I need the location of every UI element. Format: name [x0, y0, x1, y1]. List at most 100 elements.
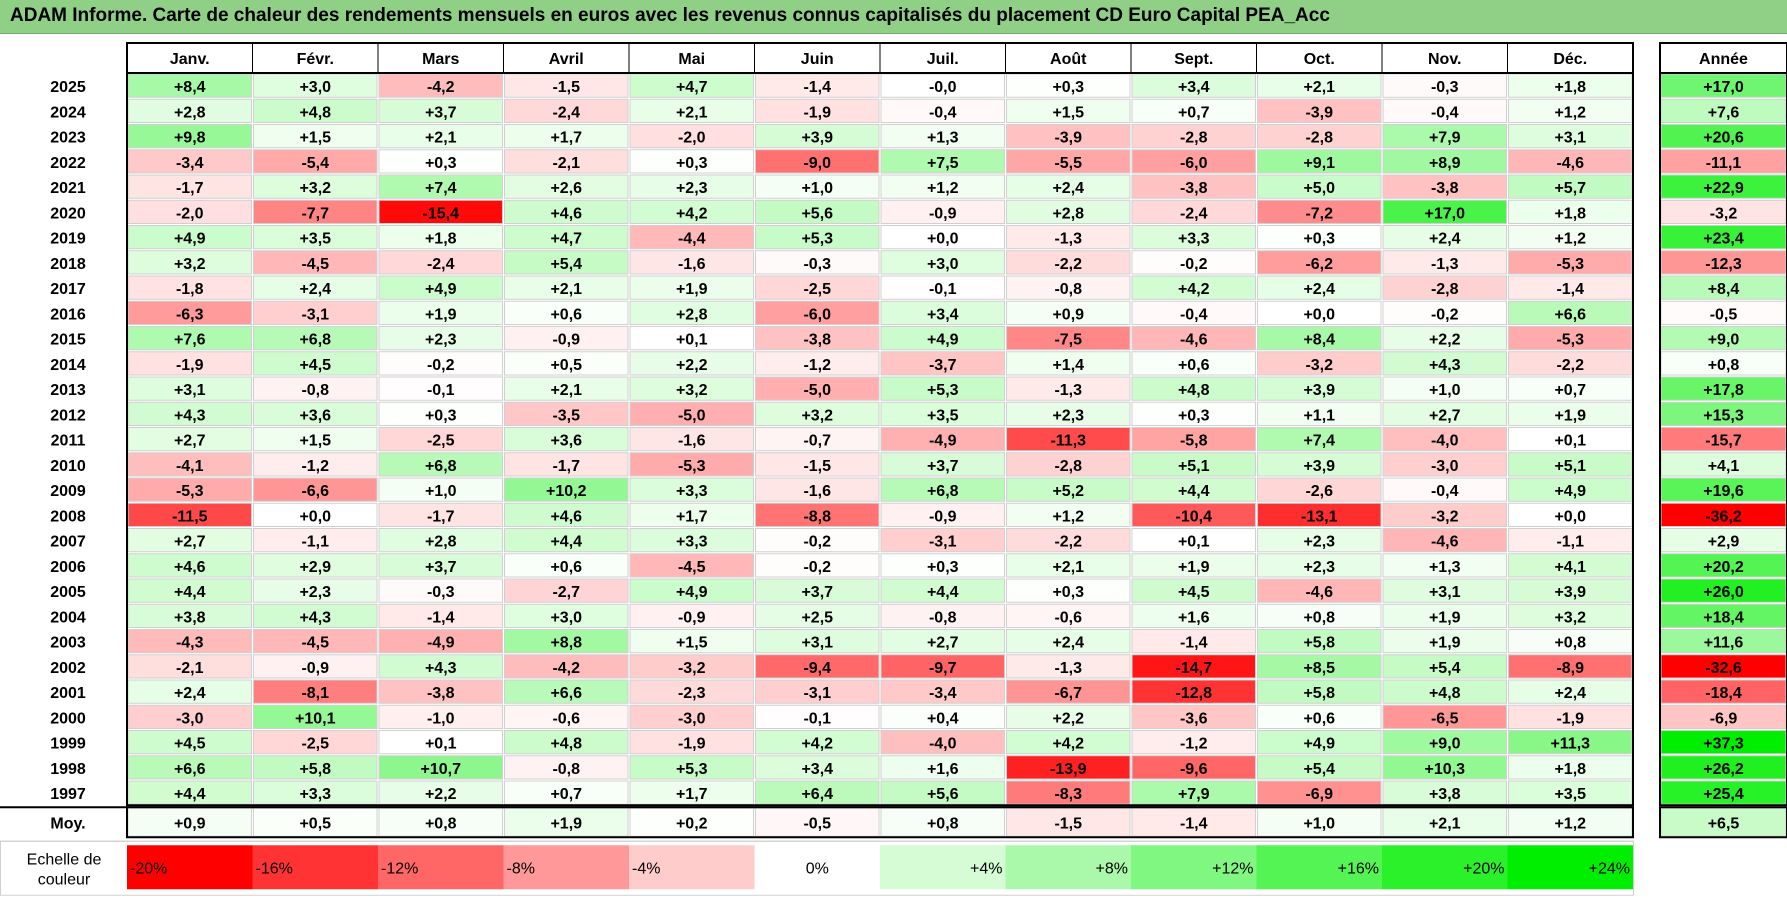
- cell-value: -5,3: [1556, 256, 1584, 273]
- heatmap-cell: [253, 629, 378, 654]
- heatmap-cell: [1131, 730, 1256, 755]
- cell-value: +8,9: [1429, 155, 1461, 172]
- heatmap-cell: [378, 730, 503, 755]
- heatmap-cell: [1382, 98, 1507, 123]
- cell-value: -2,1: [176, 660, 204, 677]
- heatmap-cell: [755, 124, 880, 149]
- heatmap-cell: [378, 502, 503, 527]
- cell-value: +1,0: [425, 483, 457, 500]
- heatmap-cell: [253, 477, 378, 502]
- cell-value: -4,3: [176, 635, 204, 652]
- cell-value: -2,4: [1180, 205, 1208, 222]
- cell-value: -1,8: [176, 281, 204, 298]
- cell-value: -9,7: [929, 660, 957, 677]
- heatmap-cell: [880, 730, 1005, 755]
- cell-value: +2,2: [1052, 710, 1084, 727]
- cell-value: -0,9: [929, 205, 957, 222]
- cell-value: -2,5: [803, 281, 831, 298]
- cell-value: +1,2: [927, 180, 959, 197]
- annual-value: -11,1: [1706, 155, 1742, 172]
- heatmap-cell: [378, 326, 503, 351]
- annual-value: +25,4: [1703, 786, 1744, 803]
- cell-value: +8,4: [174, 79, 206, 96]
- cell-value: -2,0: [176, 205, 204, 222]
- year-label: 2017: [50, 281, 86, 298]
- cell-value: -5,3: [1556, 332, 1584, 349]
- heatmap-cell: [1006, 300, 1131, 325]
- cell-value: +10,2: [546, 483, 587, 500]
- cell-value: +3,4: [1178, 79, 1210, 96]
- cell-value: +2,3: [1303, 534, 1335, 551]
- heatmap-cell: [1131, 326, 1256, 351]
- cell-value: +3,4: [927, 306, 959, 323]
- heatmap-cell: [1382, 528, 1507, 553]
- cell-value: +0,4: [927, 710, 959, 727]
- heatmap-cell: [1257, 578, 1382, 603]
- heatmap-cell: [1257, 124, 1382, 149]
- scale-swatch: [1131, 845, 1257, 890]
- heatmap-cell: [1382, 477, 1507, 502]
- cell-value: +7,6: [174, 332, 206, 349]
- year-label: 2014: [50, 357, 86, 374]
- cell-value: +3,9: [1303, 458, 1335, 475]
- annual-value: +18,4: [1703, 609, 1744, 626]
- heatmap-cell: [1382, 427, 1507, 452]
- cell-value: +0,7: [1554, 382, 1586, 399]
- year-label: 1997: [50, 786, 86, 803]
- cell-value: -1,7: [176, 180, 204, 197]
- heatmap-cell: [253, 225, 378, 250]
- heatmap-cell: [880, 250, 1005, 275]
- scale-frame: [0, 840, 1634, 896]
- cell-value: +4,2: [801, 736, 833, 753]
- cell-value: +0,1: [1554, 433, 1586, 450]
- cell-value: +4,9: [425, 281, 457, 298]
- heatmap-cell: [1257, 730, 1382, 755]
- heatmap-cell: [1131, 578, 1256, 603]
- cell-value: -9,4: [803, 660, 831, 677]
- heatmap-cell: [253, 300, 378, 325]
- cell-value: -3,9: [1305, 104, 1333, 121]
- cell-value: -6,0: [803, 306, 831, 323]
- heatmap-cell: [1131, 124, 1256, 149]
- cell-value: +1,9: [1429, 635, 1461, 652]
- cell-value: +5,1: [1178, 458, 1210, 475]
- month-header-2: Févr.: [297, 51, 334, 68]
- cell-value: +0,0: [1303, 306, 1335, 323]
- cell-value: +4,3: [1429, 357, 1461, 374]
- heatmap-cell: [1006, 199, 1131, 224]
- scale-step-label: +12%: [1212, 860, 1253, 877]
- heatmap-cell: [1006, 679, 1131, 704]
- heatmap-cell: [1257, 275, 1382, 300]
- cell-value: +2,7: [174, 433, 206, 450]
- cell-value: -3,9: [1054, 130, 1082, 147]
- cell-value: +9,8: [174, 130, 206, 147]
- cell-value: +0,3: [1052, 584, 1084, 601]
- cell-value: -3,8: [1431, 180, 1459, 197]
- heatmap-cell: [378, 578, 503, 603]
- cell-value: +4,8: [299, 104, 331, 121]
- cell-value: +3,3: [299, 786, 331, 803]
- annual-header: Année: [1699, 51, 1748, 68]
- cell-value: +1,7: [676, 508, 708, 525]
- cell-value: +2,1: [550, 281, 582, 298]
- cell-value: -0,9: [301, 660, 329, 677]
- cell-value: +0,3: [927, 559, 959, 576]
- cell-value: +2,1: [425, 130, 457, 147]
- heatmap-cell: [1131, 452, 1256, 477]
- scale-step-label: -16%: [256, 860, 293, 877]
- cell-value: -0,1: [929, 281, 957, 298]
- cell-value: -2,5: [301, 736, 329, 753]
- heatmap-cell: [1257, 704, 1382, 729]
- cell-value: +2,1: [1052, 559, 1084, 576]
- heatmap-cell: [1382, 401, 1507, 426]
- month-header-8: Août: [1050, 51, 1087, 68]
- heatmap-cell: [755, 477, 880, 502]
- cell-value: +2,1: [550, 382, 582, 399]
- cell-value: +0,0: [927, 231, 959, 248]
- heatmap-cell: [629, 149, 754, 174]
- cell-value: +11,3: [1550, 736, 1590, 753]
- heatmap-cell: [253, 452, 378, 477]
- cell-value: -0,3: [803, 256, 831, 273]
- cell-value: -0,2: [427, 357, 455, 374]
- cell-value: +4,4: [174, 786, 206, 803]
